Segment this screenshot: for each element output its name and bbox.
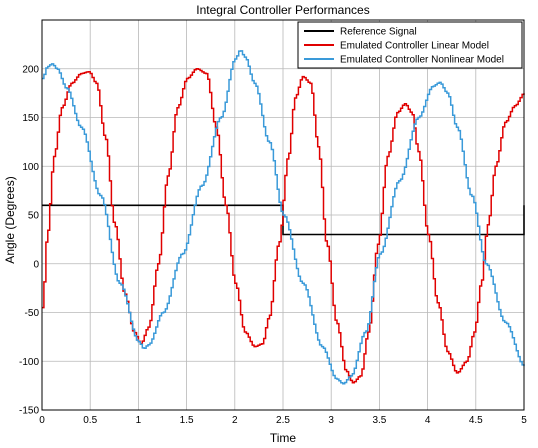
x-tick-label: 0.5: [83, 415, 97, 426]
legend-entry: Emulated Controller Linear Model: [340, 41, 489, 52]
y-tick-label: -50: [25, 308, 40, 319]
x-tick-label: 4.5: [469, 415, 483, 426]
y-tick-label: -100: [19, 357, 39, 368]
y-tick-label: -150: [19, 406, 39, 417]
x-tick-label: 0: [39, 415, 45, 426]
legend-entry: Reference Signal: [340, 27, 417, 38]
y-tick-label: 200: [22, 64, 39, 75]
x-tick-label: 1: [136, 415, 142, 426]
chart-title: Integral Controller Performances: [196, 3, 369, 17]
y-tick-label: 150: [22, 113, 39, 124]
y-tick-label: 50: [28, 211, 40, 222]
y-tick-label: 0: [33, 259, 39, 270]
x-tick-label: 1.5: [180, 415, 194, 426]
x-axis-label: Time: [270, 431, 297, 445]
x-tick-label: 3.5: [372, 415, 386, 426]
y-axis-label: Angle (Degrees): [3, 176, 17, 263]
x-tick-label: 5: [521, 415, 527, 426]
y-tick-label: 100: [22, 162, 39, 173]
axis-ticks: 0 0.5 1 1.5 2 2.5 3 3.5 4 4.5 5 -150 -100 -50 0 50 100 15…: [19, 64, 527, 426]
x-tick-label: 4: [425, 415, 431, 426]
x-tick-label: 3: [328, 415, 334, 426]
x-tick-label: 2: [232, 415, 238, 426]
x-tick-label: 2.5: [276, 415, 290, 426]
legend-entry: Emulated Controller Nonlinear Model: [340, 55, 504, 66]
legend: Reference Signal Emulated Controller Line…: [298, 22, 522, 68]
